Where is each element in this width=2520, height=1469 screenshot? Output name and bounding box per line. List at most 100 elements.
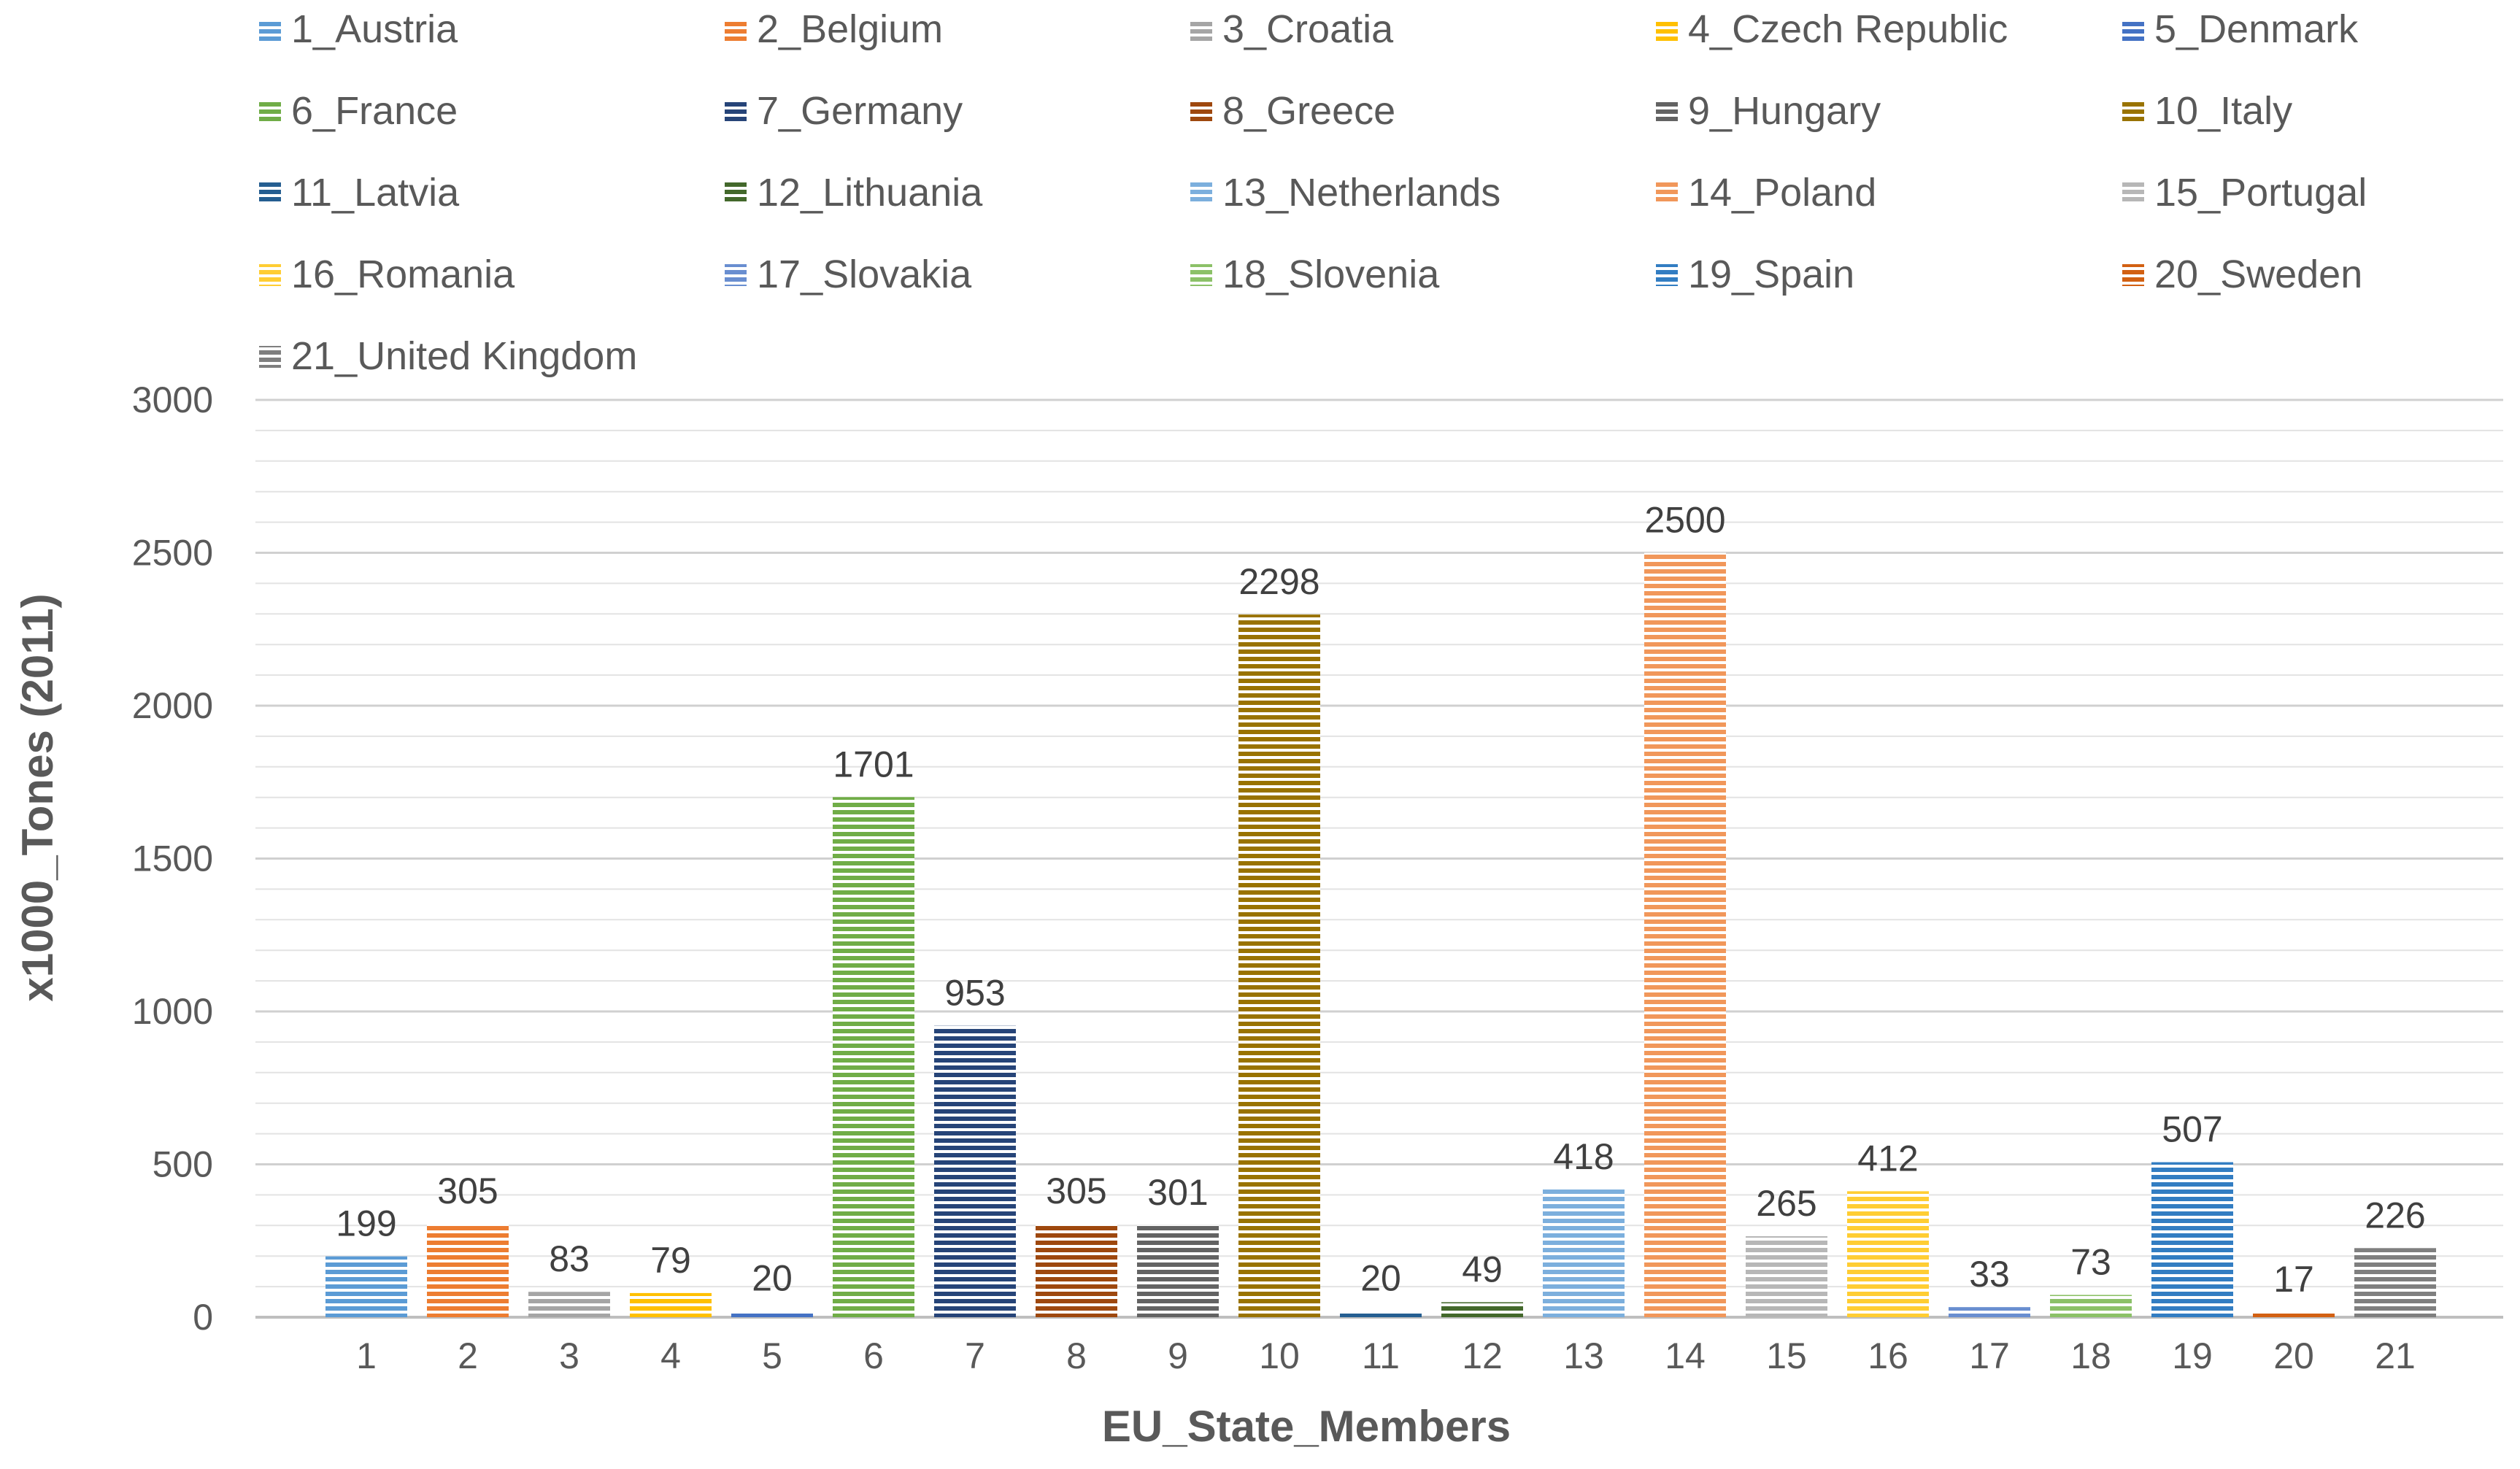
bar: [630, 1292, 712, 1317]
bar: [325, 1256, 407, 1317]
bar: [1340, 1311, 1422, 1317]
legend-label: 9_Hungary: [1688, 89, 1881, 133]
bar: [1036, 1224, 1117, 1317]
bar: [427, 1224, 509, 1317]
y-tick-label: 2000: [132, 685, 213, 726]
legend-label: 6_France: [291, 89, 458, 133]
x-axis-title: EU_State_Members: [1102, 1402, 1511, 1451]
data-label: 49: [1462, 1249, 1503, 1289]
legend-item: 17_Slovakia: [725, 252, 972, 296]
legend-item: 16_Romania: [259, 252, 515, 296]
x-tick-label: 10: [1259, 1335, 1300, 1376]
data-label: 305: [437, 1171, 498, 1211]
legend-item: 3_Croatia: [1190, 7, 1394, 51]
legend-item: 14_Poland: [1656, 171, 1876, 215]
legend-label: 10_Italy: [2154, 89, 2292, 133]
legend-label: 11_Latvia: [291, 171, 460, 215]
legend-label: 16_Romania: [291, 252, 515, 296]
x-tick-label: 16: [1868, 1335, 1908, 1376]
x-tick-label: 15: [1766, 1335, 1807, 1376]
y-tick-label: 2500: [132, 533, 213, 574]
bar: [1441, 1302, 1523, 1317]
legend-swatch: [2122, 101, 2144, 123]
legend-swatch: [1656, 264, 1678, 286]
legend-swatch: [1656, 101, 1678, 123]
bar: [1847, 1191, 1929, 1317]
legend-label: 18_Slovenia: [1222, 252, 1440, 296]
x-tick-label: 19: [2172, 1335, 2213, 1376]
legend-item: 13_Netherlands: [1190, 171, 1500, 215]
x-tick-label: 21: [2375, 1335, 2416, 1376]
legend-swatch: [1656, 182, 1678, 204]
x-tick-label: 3: [559, 1335, 579, 1376]
x-axis-ticks: 1 2 3 4 5 6 7 8 9 10 11 12 13 14 15 16 17 18 19 20 21: [356, 1335, 2416, 1376]
y-tick-label: 1000: [132, 991, 213, 1032]
bar: [528, 1292, 610, 1317]
data-label: 79: [650, 1240, 691, 1281]
data-label: 33: [1969, 1254, 2010, 1295]
x-tick-label: 20: [2273, 1335, 2314, 1376]
bar: [2354, 1248, 2436, 1317]
data-label: 226: [2365, 1195, 2425, 1235]
legend-label: 17_Slovakia: [757, 252, 972, 296]
legend-swatch: [1656, 19, 1678, 41]
legend-item: 9_Hungary: [1656, 89, 1881, 133]
x-tick-label: 1: [356, 1335, 377, 1376]
legend-swatch: [1190, 19, 1212, 41]
data-label: 199: [336, 1203, 396, 1244]
x-tick-label: 2: [458, 1335, 478, 1376]
legend-label: 2_Belgium: [757, 7, 943, 51]
y-tick-label: 500: [153, 1144, 213, 1185]
legend-swatch: [1190, 182, 1212, 204]
y-axis-title: x1000_Tones (2011): [13, 593, 62, 1001]
legend-item: 20_Sweden: [2122, 252, 2362, 296]
legend-item: 5_Denmark: [2122, 7, 2359, 51]
legend-swatch: [259, 182, 281, 204]
bar: [731, 1311, 813, 1317]
data-label: 17: [2273, 1259, 2314, 1300]
data-label: 265: [1756, 1183, 1816, 1224]
legend-swatch: [1190, 101, 1212, 123]
legend-swatch: [259, 19, 281, 41]
legend-label: 5_Denmark: [2154, 7, 2359, 51]
bar: [934, 1025, 1016, 1317]
legend-label: 7_Germany: [757, 89, 963, 133]
y-tick-label: 3000: [132, 379, 213, 420]
legend-label: 13_Netherlands: [1222, 171, 1500, 215]
data-label: 301: [1147, 1172, 1208, 1213]
legend-label: 4_Czech Republic: [1688, 7, 2008, 51]
y-tick-label: 0: [193, 1297, 213, 1338]
legend-item: 21_United Kingdom: [259, 334, 637, 378]
bar: [1644, 552, 1726, 1317]
legend-item: 7_Germany: [725, 89, 963, 133]
legend-label: 3_Croatia: [1222, 7, 1394, 51]
bar: [2151, 1162, 2233, 1317]
data-label: 2298: [1238, 561, 1319, 602]
legend-label: 8_Greece: [1222, 89, 1395, 133]
legend-item: 8_Greece: [1190, 89, 1395, 133]
bar: [1238, 614, 1320, 1317]
x-tick-label: 18: [2070, 1335, 2111, 1376]
data-label: 412: [1857, 1138, 1918, 1179]
legend-label: 15_Portugal: [2154, 171, 2367, 215]
legend-item: 12_Lithuania: [725, 171, 983, 215]
legend-item: 2_Belgium: [725, 7, 943, 51]
x-tick-label: 7: [965, 1335, 985, 1376]
bars: [325, 552, 2436, 1317]
bar: [2050, 1295, 2132, 1317]
gridlines: [255, 398, 2503, 1319]
legend-label: 20_Sweden: [2154, 252, 2362, 296]
x-tick-label: 4: [660, 1335, 681, 1376]
legend-swatch: [259, 346, 281, 368]
legend-swatch: [2122, 19, 2144, 41]
legend-label: 1_Austria: [291, 7, 458, 51]
legend-item: 1_Austria: [259, 7, 458, 51]
data-label: 1701: [833, 744, 914, 784]
bar: [1746, 1235, 1827, 1317]
data-label: 83: [549, 1238, 590, 1279]
bar: [1137, 1225, 1219, 1317]
y-axis-ticks: 0 500 1000 1500 2000 2500 3000: [132, 379, 213, 1338]
legend-item: 15_Portugal: [2122, 171, 2367, 215]
legend-swatch: [1190, 264, 1212, 286]
data-label: 2500: [1644, 500, 1725, 541]
